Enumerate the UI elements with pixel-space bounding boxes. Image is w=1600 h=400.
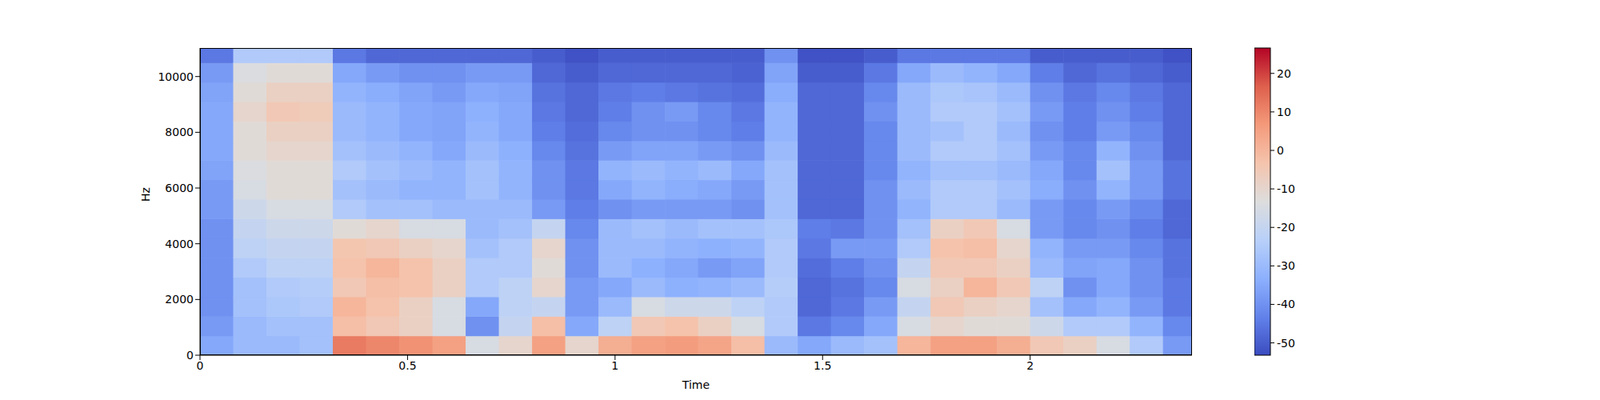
- svg-text:4000: 4000: [164, 237, 194, 251]
- svg-text:0: 0: [196, 359, 204, 372]
- svg-text:-10: -10: [1276, 182, 1296, 196]
- svg-text:2000: 2000: [164, 292, 194, 306]
- svg-text:6000: 6000: [164, 181, 194, 195]
- svg-text:20: 20: [1276, 67, 1292, 80]
- svg-text:2: 2: [1026, 359, 1034, 372]
- svg-text:-20: -20: [1276, 220, 1296, 234]
- svg-text:Hz: Hz: [139, 187, 152, 202]
- svg-text:10000: 10000: [157, 70, 194, 84]
- svg-text:-30: -30: [1276, 259, 1296, 272]
- svg-text:0: 0: [1276, 144, 1284, 157]
- svg-text:8000: 8000: [164, 125, 194, 139]
- svg-text:0.5: 0.5: [398, 359, 416, 372]
- svg-text:1.5: 1.5: [813, 359, 832, 372]
- svg-text:1: 1: [611, 359, 619, 372]
- svg-text:-50: -50: [1276, 336, 1296, 350]
- svg-text:0: 0: [186, 348, 194, 362]
- svg-text:10: 10: [1276, 105, 1292, 119]
- svg-text:-40: -40: [1276, 297, 1296, 311]
- svg-text:Time: Time: [681, 378, 710, 392]
